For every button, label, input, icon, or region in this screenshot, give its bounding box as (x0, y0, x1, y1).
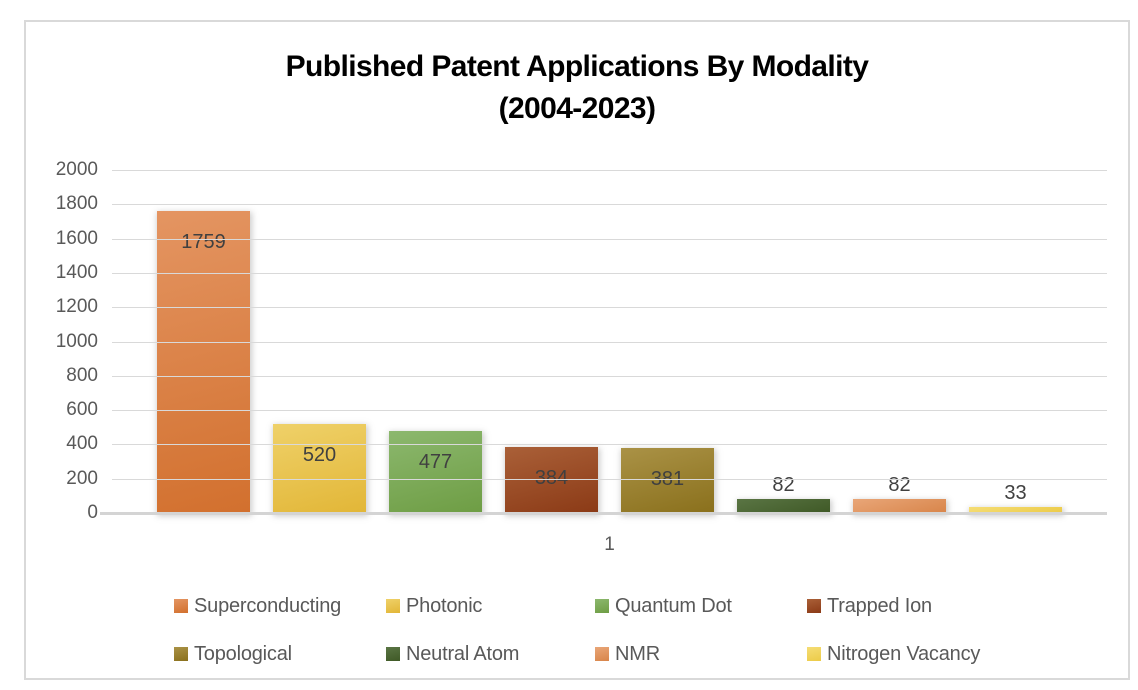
bar-topological: 381 (621, 447, 714, 513)
legend-label: Photonic (406, 594, 483, 617)
bar-value-label: 1759 (181, 231, 226, 254)
x-axis-category-label: 1 (604, 534, 615, 555)
legend-item-superconducting: Superconducting (174, 594, 341, 618)
y-tick-label: 1200 (55, 296, 98, 318)
gridline (112, 410, 1107, 412)
bar-value-label: 82 (772, 473, 795, 496)
legend-swatch-icon (386, 647, 400, 661)
chart-frame: Published Patent Applications By Modalit… (24, 20, 1130, 680)
legend-item-nmr: NMR (595, 642, 660, 666)
gridline (112, 238, 1107, 240)
gridline (112, 341, 1107, 343)
legend-item-trapped-ion: Trapped Ion (807, 594, 932, 618)
bar-value-label: 384 (534, 467, 569, 490)
legend-swatch-icon (807, 599, 821, 613)
legend-label: Topological (194, 642, 292, 665)
chart-title-line2: (2004-2023) (498, 92, 656, 125)
y-tick-label: 1600 (55, 227, 98, 249)
bar-neutral-atom: 82 (737, 474, 830, 513)
gridline (112, 204, 1107, 206)
legend-swatch-icon (595, 647, 609, 661)
gridline (112, 307, 1107, 309)
plot-area: 1759 520 477 384 381 82 82 33 (100, 170, 1107, 515)
legend-swatch-icon (174, 599, 188, 613)
bar-superconducting: 1759 (157, 211, 250, 513)
y-tick-label: 200 (66, 467, 98, 489)
gridline (112, 478, 1107, 480)
gridline (112, 170, 1107, 171)
legend-swatch-icon (386, 599, 400, 613)
chart-title-line1: Published Patent Applications By Modalit… (285, 50, 869, 83)
y-tick-label: 2000 (55, 159, 98, 180)
y-tick-label: 1000 (55, 330, 98, 352)
bar-photonic: 520 (273, 423, 366, 513)
bar-nmr: 82 (853, 474, 946, 513)
bar-value-label: 82 (888, 473, 911, 496)
legend-swatch-icon (595, 599, 609, 613)
y-tick-label: 1800 (55, 193, 98, 215)
y-tick-label: 400 (66, 433, 98, 455)
y-axis-labels: 2000 1800 1600 1400 1200 1000 800 600 400 200 0 (32, 159, 98, 523)
legend-swatch-icon (807, 647, 821, 661)
legend-item-photonic: Photonic (386, 594, 482, 618)
legend-item-nitrogen-vacancy: Nitrogen Vacancy (807, 642, 980, 666)
x-axis-line (100, 512, 1107, 515)
legend-item-topological: Topological (174, 642, 292, 666)
bar-value-label: 33 (1004, 482, 1027, 505)
bars-row: 1759 520 477 384 381 82 82 33 (157, 211, 1062, 513)
bar-nitrogen-vacancy: 33 (969, 482, 1062, 513)
y-tick-label: 0 (87, 502, 98, 523)
legend-label: Superconducting (194, 594, 342, 617)
y-tick-label: 600 (66, 399, 98, 421)
legend-item-quantum-dot: Quantum Dot (595, 594, 732, 618)
gridline (112, 375, 1107, 377)
legend-label: Nitrogen Vacancy (827, 642, 981, 665)
legend-swatch-icon (174, 647, 188, 661)
legend-label: Neutral Atom (406, 642, 520, 665)
legend-label: NMR (615, 642, 660, 665)
bar-value-label: 477 (418, 451, 453, 474)
legend-item-neutral-atom: Neutral Atom (386, 642, 519, 666)
y-tick-label: 800 (66, 364, 98, 386)
legend-row-1: Superconducting Photonic Quantum Dot Trappe… (26, 594, 1128, 618)
gridline (112, 444, 1107, 446)
bar-trapped-ion: 384 (505, 447, 598, 513)
legend-label: Trapped Ion (827, 594, 932, 617)
y-tick-label: 1400 (55, 261, 98, 283)
legend-label: Quantum Dot (615, 594, 732, 617)
gridline (112, 272, 1107, 274)
bar-value-label: 520 (302, 443, 337, 466)
legend-row-2: Topological Neutral Atom NMR Nitrogen Vacan… (26, 642, 1128, 666)
bar-value-label: 381 (650, 467, 685, 490)
chart-title: Published Patent Applications By Modalit… (26, 46, 1128, 130)
